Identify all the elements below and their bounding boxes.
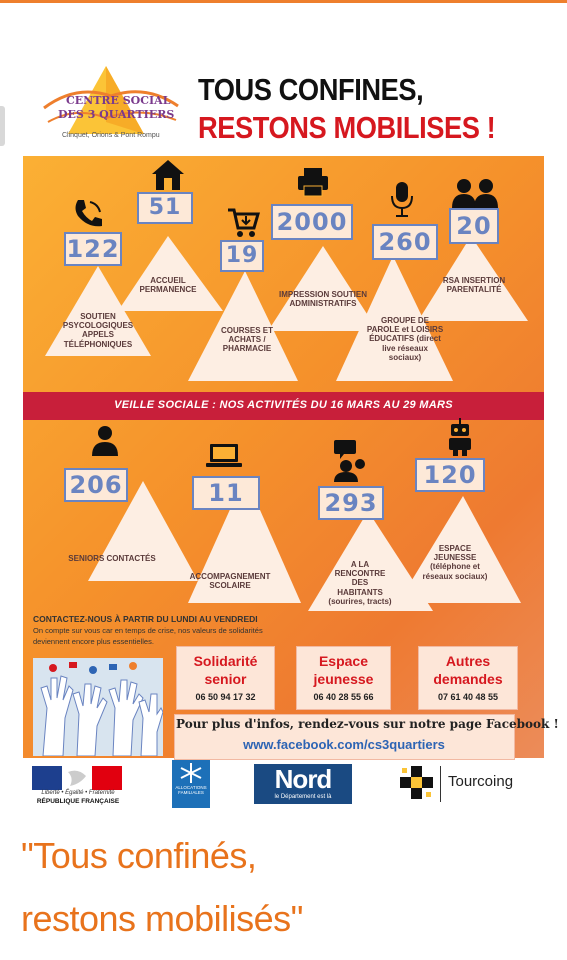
logo-subtitle: Clinquet, Orions & Pont Rompu <box>62 132 160 139</box>
number-box: 51 <box>137 192 193 224</box>
service-title: Solidarité senior <box>193 653 258 687</box>
number-box: 122 <box>64 232 122 266</box>
nord-text: Nord <box>274 764 333 794</box>
person-icon <box>92 426 118 456</box>
robot-icon <box>449 418 471 456</box>
top-accent-bar <box>0 0 567 3</box>
side-handle[interactable] <box>0 106 5 146</box>
logo-line1: CENTRE SOCIAL <box>66 94 171 107</box>
tourcoing-divider <box>440 766 441 802</box>
facebook-link[interactable]: www.facebook.com/cs3quartiers <box>243 737 445 752</box>
facebook-info: Pour plus d'infos, rendez-vous sur notre… <box>176 717 559 731</box>
number-box: 19 <box>220 240 264 272</box>
hands-illustration <box>33 658 163 756</box>
republique-francaise-logo <box>32 766 122 790</box>
service-box-jeunesse: Espace jeunesse 06 40 28 55 66 <box>296 646 391 710</box>
activity-label: ACCOMPAGNEMENT SCOLAIRE <box>189 572 271 591</box>
tourcoing-logo-icon <box>400 766 433 799</box>
phone-icon <box>75 200 102 227</box>
centre-social-logo: CENTRE SOCIAL DES 3 QUARTIERS Clinquet, … <box>36 62 186 154</box>
caption-line1: "Tous confinés, <box>21 835 257 876</box>
activity-label: IMPRESSION SOUTIEN ADMINISTRATIFS <box>278 290 367 309</box>
service-phone[interactable]: 06 50 94 17 32 <box>195 692 256 702</box>
number-box: 206 <box>64 468 128 502</box>
cart-icon <box>228 208 260 237</box>
rf-name: RÉPUBLIQUE FRANÇAISE <box>36 798 120 805</box>
nord-subtitle: le Département est là <box>274 794 332 800</box>
number-box: 260 <box>372 224 438 260</box>
service-title: Espace jeunesse <box>313 653 374 687</box>
caf-logo <box>172 760 210 808</box>
number-box: 11 <box>192 476 260 510</box>
nord-logo <box>254 764 352 804</box>
activity-label: SENIORS CONTACTÉS <box>68 554 156 563</box>
title-line2: RESTONS MOBILISES ! <box>198 110 496 145</box>
activity-label: GROUPE DE PAROLE et LOISIRS ÉDUCATIFS (d… <box>366 316 444 362</box>
printer-icon <box>298 168 328 197</box>
veille-sociale-band <box>23 392 544 420</box>
contact-body: On compte sur vous car en temps de crise… <box>33 626 263 646</box>
band-text: VEILLE SOCIALE : NOS ACTIVITÉS DU 16 MAR… <box>114 399 453 411</box>
title-line1: TOUS CONFINES, <box>198 72 424 107</box>
contact-title: CONTACTEZ-NOUS À PARTIR DU LUNDI AU VEND… <box>33 614 258 624</box>
laptop-icon <box>206 444 242 467</box>
number-box: 120 <box>415 458 485 492</box>
logo-line2: DES 3 QUARTIERS <box>58 108 175 121</box>
rf-motto: Liberté • Égalité • Fraternité <box>41 790 115 796</box>
service-box-senior: Solidarité senior 06 50 94 17 32 <box>176 646 275 710</box>
number-box: 2000 <box>271 204 353 240</box>
triangles-layer <box>45 236 528 611</box>
chat-icon <box>334 440 365 482</box>
number-box: 20 <box>449 208 499 244</box>
people-icon <box>452 179 498 208</box>
service-box-autres: Autres demandes 07 61 40 48 55 <box>418 646 518 710</box>
caf-text: ALLOCATIONS FAMILIALES <box>175 785 207 795</box>
microphone-icon <box>391 182 413 217</box>
activity-label: COURSES ET ACHATS / PHARMACIE <box>220 326 273 354</box>
number-box: 293 <box>318 486 384 520</box>
activity-label: ESPACE JEUNESSE (téléphone et réseaux so… <box>422 544 488 581</box>
tourcoing-text: Tourcoing <box>448 773 514 790</box>
service-title: Autres demandes <box>433 653 503 687</box>
activity-label: A LA RENCONTRE DES HABITANTS (sourires, … <box>328 560 392 606</box>
activity-label: RSA INSERTION PARENTALITÉ <box>442 276 506 295</box>
caption-line2: restons mobilisés" <box>21 898 303 939</box>
service-phone[interactable]: 06 40 28 55 66 <box>313 692 374 702</box>
service-phone[interactable]: 07 61 40 48 55 <box>437 692 499 702</box>
snowflake-icon <box>180 763 202 783</box>
activity-label: SOUTIEN PSYCOLOGIQUES APPELS TÉLÉPHONIQU… <box>62 312 134 349</box>
activity-label: ACCUEIL PERMANENCE <box>139 276 197 295</box>
facebook-box <box>174 714 515 760</box>
house-icon <box>152 160 184 190</box>
